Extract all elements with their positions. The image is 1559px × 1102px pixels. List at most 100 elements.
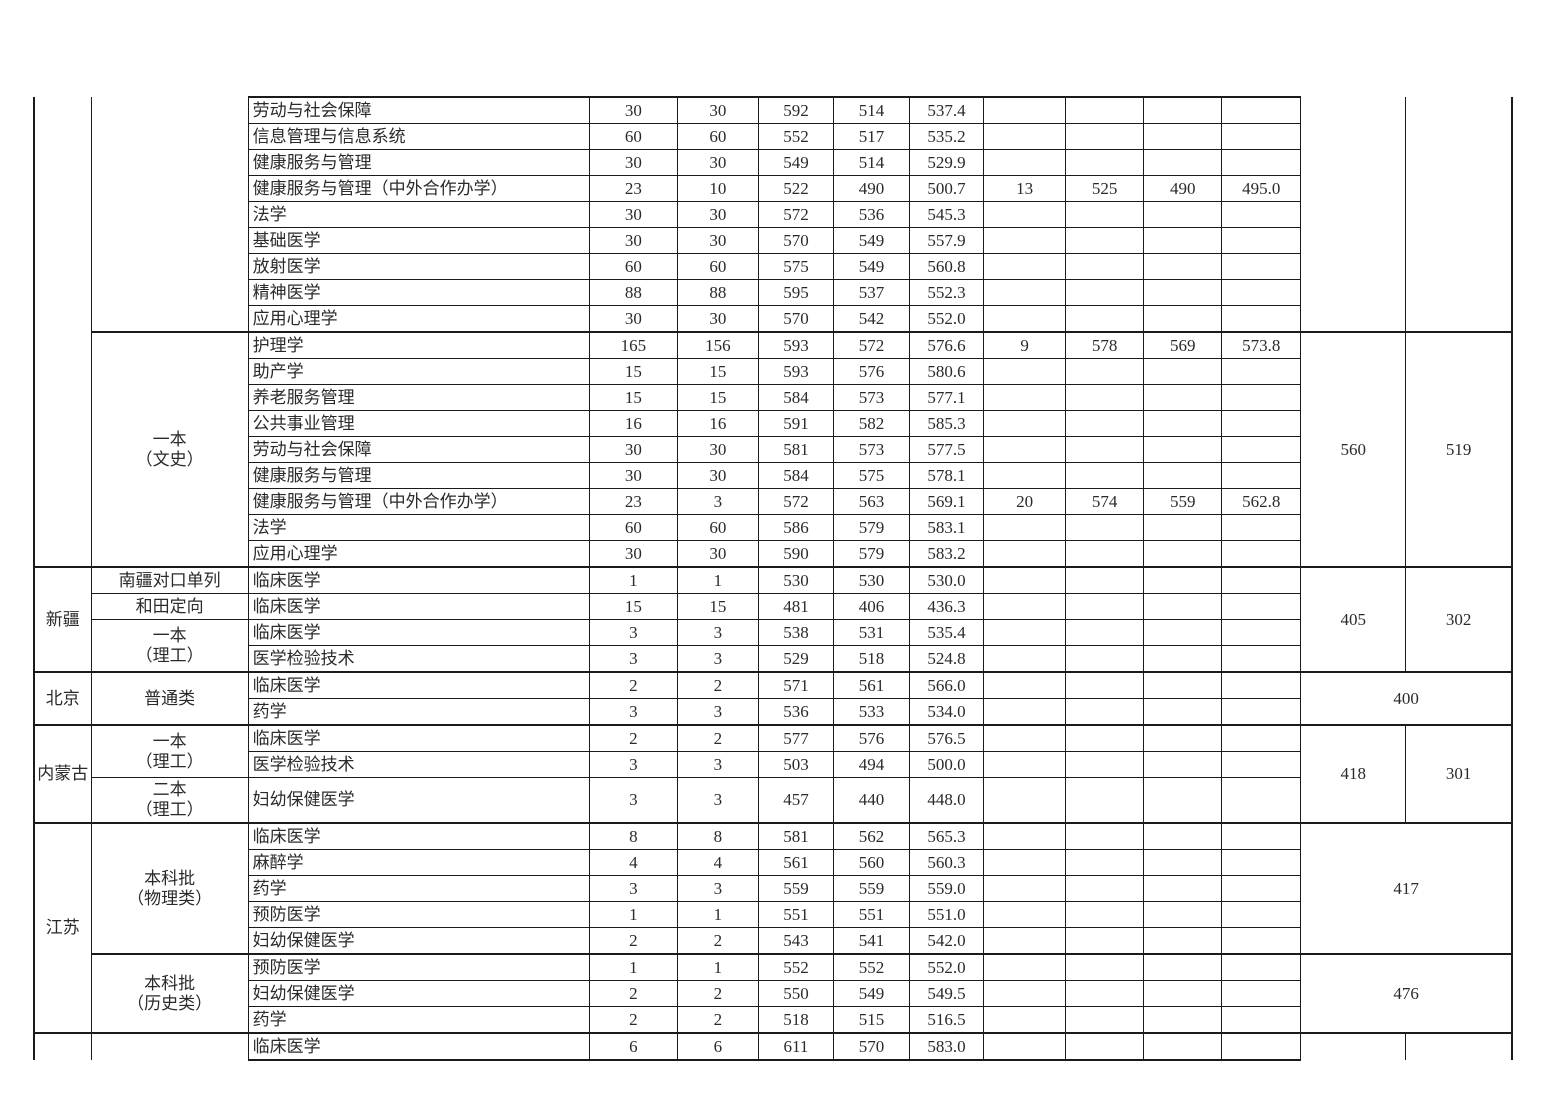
value-cell xyxy=(1221,619,1302,646)
major-cell: 健康服务与管理（中外合作办学） xyxy=(247,175,590,202)
value-cell xyxy=(983,436,1067,463)
value-cell: 570 xyxy=(832,1032,911,1061)
value-cell xyxy=(1065,227,1145,254)
major-cell: 药学 xyxy=(247,698,590,726)
major-cell: 妇幼保健医学 xyxy=(247,927,590,955)
province-cell xyxy=(32,1032,92,1060)
value-cell: 572 xyxy=(832,331,911,359)
value-cell xyxy=(1065,822,1145,850)
value-cell: 531 xyxy=(832,619,911,646)
value-cell xyxy=(1143,540,1223,568)
value-cell: 549.5 xyxy=(909,980,985,1007)
major-cell: 临床医学 xyxy=(247,593,590,620)
value-cell: 569.1 xyxy=(909,488,985,515)
value-cell xyxy=(1143,698,1223,726)
value-cell: 551.0 xyxy=(909,901,985,928)
value-cell: 559.0 xyxy=(909,875,985,902)
value-cell xyxy=(1143,751,1223,778)
major-cell: 应用心理学 xyxy=(247,540,590,568)
value-cell xyxy=(1065,540,1145,568)
table-row: 预防医学 1 1 551 551 551.0 xyxy=(34,901,1512,928)
table-row: 劳动与社会保障 30 30 581 573 577.5 xyxy=(34,436,1512,463)
value-cell xyxy=(983,619,1067,646)
table-row: 内蒙古 一本 （理工） 临床医学 2 2 577 576 576.5 418 301 xyxy=(32,724,1514,824)
value-cell xyxy=(1143,645,1223,673)
value-cell xyxy=(1065,593,1145,620)
value-cell: 517 xyxy=(832,123,911,150)
value-cell: 573 xyxy=(832,384,911,411)
value-cell: 543 xyxy=(757,927,834,955)
major-cell: 妇幼保健医学 xyxy=(247,777,590,824)
value-cell xyxy=(1143,1006,1223,1034)
table-row: 应用心理学 30 30 570 542 552.0 xyxy=(34,305,1512,333)
value-cell xyxy=(1221,149,1302,176)
major-cell: 助产学 xyxy=(247,358,590,385)
value-cell: 583.0 xyxy=(909,1032,985,1061)
major-cell: 妇幼保健医学 xyxy=(247,980,590,1007)
value-cell: 560.8 xyxy=(909,253,985,280)
control-line-cell: 418 xyxy=(1300,724,1407,824)
value-cell: 593 xyxy=(757,358,834,385)
value-cell xyxy=(1221,901,1302,928)
value-cell: 577.1 xyxy=(909,384,985,411)
value-cell: 3 xyxy=(676,619,759,646)
table-body: 劳动与社会保障 30 30 592 514 537.4 信息管理与信息系统 60 60 552 51… xyxy=(32,96,1514,1061)
major-cell: 信息管理与信息系统 xyxy=(247,123,590,150)
control-line-cell xyxy=(1300,97,1407,333)
value-cell: 535.4 xyxy=(909,619,985,646)
value-cell xyxy=(1065,1006,1145,1034)
control-line-cell: 417 xyxy=(1300,822,1514,955)
value-cell xyxy=(1065,201,1145,228)
value-cell: 576 xyxy=(832,724,911,752)
value-cell: 1 xyxy=(676,953,759,981)
value-cell: 552 xyxy=(757,953,834,981)
table-row: 医学检验技术 3 3 529 518 524.8 xyxy=(34,645,1512,673)
value-cell xyxy=(1221,698,1302,726)
value-cell: 3 xyxy=(588,875,678,902)
value-cell: 2 xyxy=(588,671,678,699)
table-row: 北京 普通类 临床医学 2 2 571 561 566.0 400 xyxy=(32,671,1514,726)
value-cell xyxy=(1143,462,1223,489)
value-cell xyxy=(983,358,1067,385)
value-cell: 16 xyxy=(588,410,678,437)
value-cell xyxy=(1143,777,1223,824)
value-cell xyxy=(1143,671,1223,699)
value-cell: 30 xyxy=(588,149,678,176)
value-cell xyxy=(1143,201,1223,228)
value-cell: 60 xyxy=(676,123,759,150)
value-cell xyxy=(983,201,1067,228)
value-cell xyxy=(1221,514,1302,541)
major-cell: 精神医学 xyxy=(247,279,590,306)
value-cell: 592 xyxy=(757,96,834,124)
value-cell: 572 xyxy=(757,201,834,228)
value-cell: 581 xyxy=(757,436,834,463)
table-row: 健康服务与管理（中外合作办学） 23 3 572 563 569.1 20 574 559 562… xyxy=(34,488,1512,515)
value-cell xyxy=(983,698,1067,726)
value-cell: 583.2 xyxy=(909,540,985,568)
value-cell: 549 xyxy=(832,227,911,254)
value-cell: 593 xyxy=(757,331,834,359)
value-cell: 576.6 xyxy=(909,331,985,359)
value-cell: 406 xyxy=(832,593,911,620)
value-cell: 551 xyxy=(832,901,911,928)
value-cell xyxy=(1221,123,1302,150)
value-cell: 579 xyxy=(832,540,911,568)
value-cell: 529.9 xyxy=(909,149,985,176)
control-line-cell xyxy=(1300,1032,1407,1060)
value-cell: 559 xyxy=(757,875,834,902)
table-row: 基础医学 30 30 570 549 557.9 xyxy=(34,227,1512,254)
value-cell: 2 xyxy=(588,927,678,955)
value-cell xyxy=(1065,777,1145,824)
value-cell xyxy=(1143,875,1223,902)
value-cell xyxy=(983,751,1067,778)
value-cell xyxy=(983,901,1067,928)
value-cell: 500.7 xyxy=(909,175,985,202)
batch-cell: 本科批 （历史类） xyxy=(90,953,249,1034)
batch-cell: 和田定向 xyxy=(90,593,249,620)
value-cell: 60 xyxy=(588,123,678,150)
value-cell: 436.3 xyxy=(909,593,985,620)
value-cell xyxy=(1221,540,1302,568)
value-cell: 1 xyxy=(676,901,759,928)
value-cell: 534.0 xyxy=(909,698,985,726)
table-row: 劳动与社会保障 30 30 592 514 537.4 xyxy=(32,96,1514,568)
